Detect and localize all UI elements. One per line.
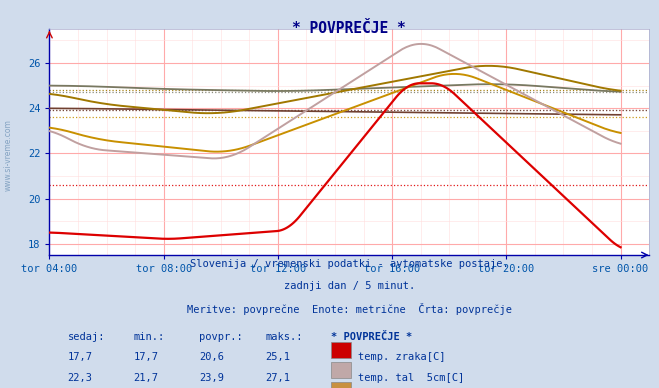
Text: 27,1: 27,1 <box>266 372 291 383</box>
Text: 17,7: 17,7 <box>67 352 92 362</box>
Text: zadnji dan / 5 minut.: zadnji dan / 5 minut. <box>283 281 415 291</box>
Text: 22,3: 22,3 <box>67 372 92 383</box>
Text: www.si-vreme.com: www.si-vreme.com <box>3 119 13 191</box>
FancyBboxPatch shape <box>331 382 351 388</box>
Text: * POVPREČJE *: * POVPREČJE * <box>293 21 406 36</box>
Text: 17,7: 17,7 <box>133 352 158 362</box>
Text: * POVPREČJE *: * POVPREČJE * <box>331 333 413 343</box>
Text: temp. tal  5cm[C]: temp. tal 5cm[C] <box>358 372 465 383</box>
Text: 23,9: 23,9 <box>200 372 224 383</box>
Text: 20,6: 20,6 <box>200 352 224 362</box>
Text: sedaj:: sedaj: <box>67 333 105 343</box>
FancyBboxPatch shape <box>331 362 351 378</box>
Text: 25,1: 25,1 <box>266 352 291 362</box>
Text: min.:: min.: <box>133 333 165 343</box>
Text: 21,7: 21,7 <box>133 372 158 383</box>
FancyBboxPatch shape <box>331 342 351 358</box>
Text: povpr.:: povpr.: <box>200 333 243 343</box>
Text: Slovenija / vremenski podatki - avtomatske postaje.: Slovenija / vremenski podatki - avtomats… <box>190 259 509 269</box>
Text: maks.:: maks.: <box>266 333 303 343</box>
Text: temp. zraka[C]: temp. zraka[C] <box>358 352 445 362</box>
Text: Meritve: povprečne  Enote: metrične  Črta: povprečje: Meritve: povprečne Enote: metrične Črta:… <box>186 303 512 315</box>
